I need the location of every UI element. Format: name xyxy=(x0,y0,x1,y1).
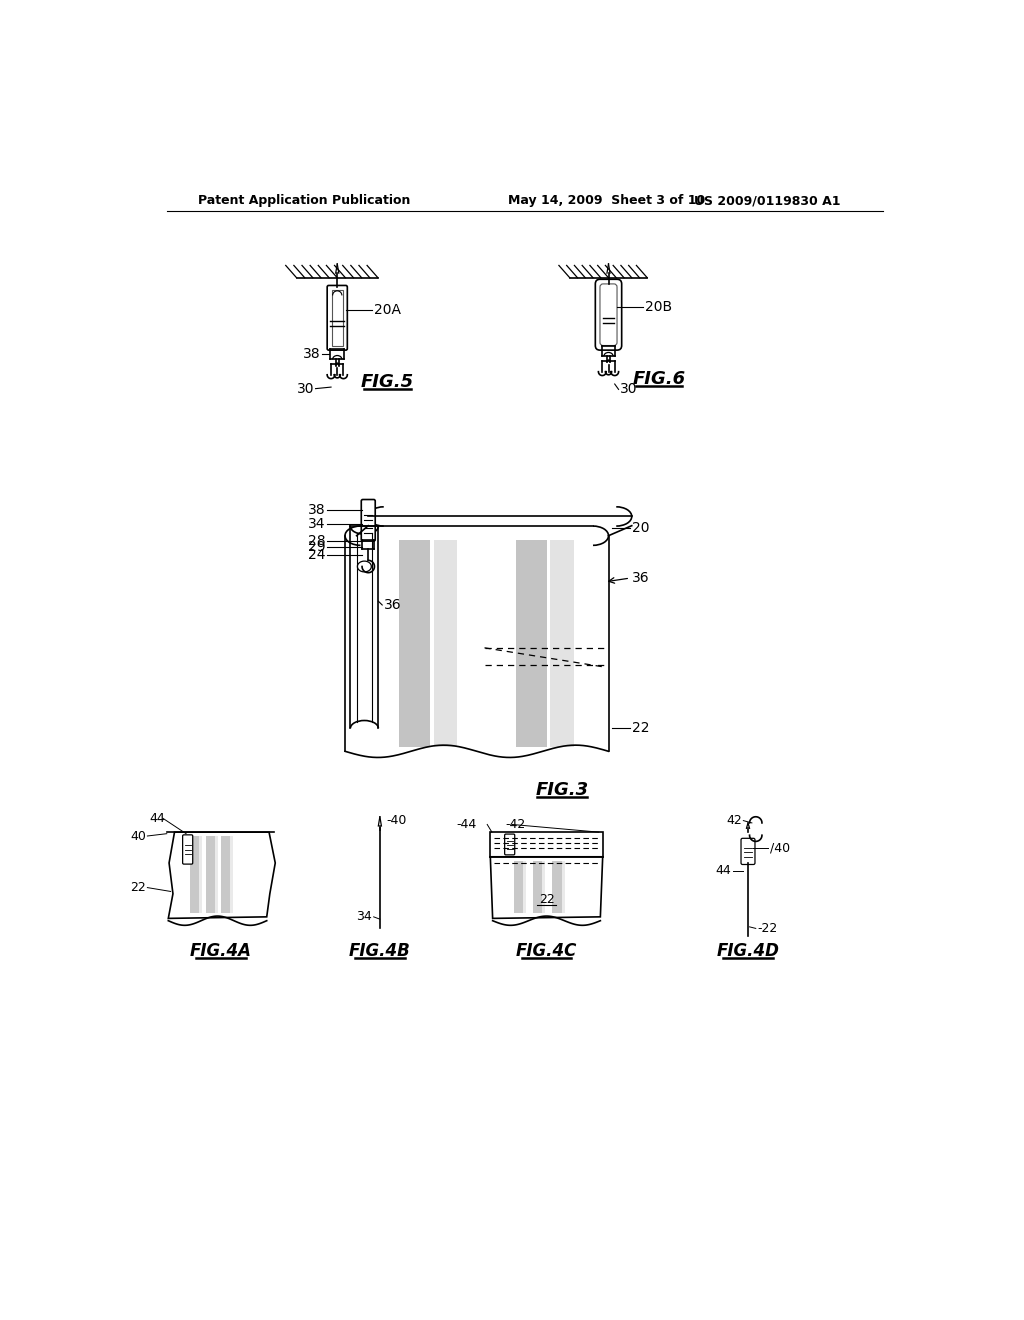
Text: 44: 44 xyxy=(148,812,165,825)
Bar xyxy=(206,836,215,913)
Text: 34: 34 xyxy=(308,517,326,531)
Text: 44: 44 xyxy=(715,865,731,878)
Text: FIG.4D: FIG.4D xyxy=(717,942,779,961)
Text: FIG.5: FIG.5 xyxy=(361,374,414,392)
Text: 22: 22 xyxy=(130,880,145,894)
Text: May 14, 2009  Sheet 3 of 10: May 14, 2009 Sheet 3 of 10 xyxy=(508,194,705,207)
Bar xyxy=(221,836,230,913)
Text: 36: 36 xyxy=(384,598,401,612)
Text: 29: 29 xyxy=(308,540,326,554)
Text: 22: 22 xyxy=(632,721,649,735)
Text: Patent Application Publication: Patent Application Publication xyxy=(198,194,411,207)
Text: -40: -40 xyxy=(386,814,407,828)
Text: 30: 30 xyxy=(621,383,638,396)
Text: 38: 38 xyxy=(308,503,326,517)
Text: -44: -44 xyxy=(456,818,476,832)
Bar xyxy=(399,540,430,747)
Text: 28: 28 xyxy=(308,535,326,548)
Text: FIG.3: FIG.3 xyxy=(536,781,589,799)
Bar xyxy=(200,836,203,913)
Bar xyxy=(434,540,458,747)
Bar xyxy=(190,836,200,913)
FancyBboxPatch shape xyxy=(595,280,622,350)
Bar xyxy=(552,861,561,913)
Text: 20B: 20B xyxy=(645,300,672,314)
Bar xyxy=(230,836,233,913)
Bar xyxy=(490,832,603,857)
FancyBboxPatch shape xyxy=(328,285,347,350)
Bar xyxy=(561,861,564,913)
Text: 20A: 20A xyxy=(374,304,400,317)
Text: FIG.4A: FIG.4A xyxy=(190,942,252,961)
Text: -22: -22 xyxy=(758,921,777,935)
Text: 24: 24 xyxy=(308,548,326,562)
Bar xyxy=(215,836,218,913)
Text: -42: -42 xyxy=(506,818,526,832)
Text: FIG.6: FIG.6 xyxy=(632,371,685,388)
Bar xyxy=(514,861,523,913)
Text: /40: /40 xyxy=(770,841,790,854)
Bar xyxy=(523,861,526,913)
Bar xyxy=(543,861,546,913)
Text: 22: 22 xyxy=(539,892,554,906)
FancyBboxPatch shape xyxy=(361,499,375,541)
Text: 20: 20 xyxy=(632,521,649,535)
Text: 40: 40 xyxy=(130,829,145,842)
Bar xyxy=(532,861,543,913)
Bar xyxy=(550,540,573,747)
FancyBboxPatch shape xyxy=(182,834,193,865)
Text: 36: 36 xyxy=(632,572,649,585)
Bar xyxy=(515,540,547,747)
Polygon shape xyxy=(168,832,275,919)
Text: 34: 34 xyxy=(356,911,372,924)
Polygon shape xyxy=(490,857,603,919)
Text: FIG.4C: FIG.4C xyxy=(516,942,578,961)
Text: 30: 30 xyxy=(297,381,314,396)
FancyBboxPatch shape xyxy=(600,284,617,346)
Text: 42: 42 xyxy=(726,814,741,828)
Text: 38: 38 xyxy=(302,347,321,360)
Text: FIG.4B: FIG.4B xyxy=(349,942,411,961)
Text: US 2009/0119830 A1: US 2009/0119830 A1 xyxy=(693,194,841,207)
Bar xyxy=(332,290,343,346)
FancyBboxPatch shape xyxy=(505,834,515,855)
FancyBboxPatch shape xyxy=(741,838,755,865)
